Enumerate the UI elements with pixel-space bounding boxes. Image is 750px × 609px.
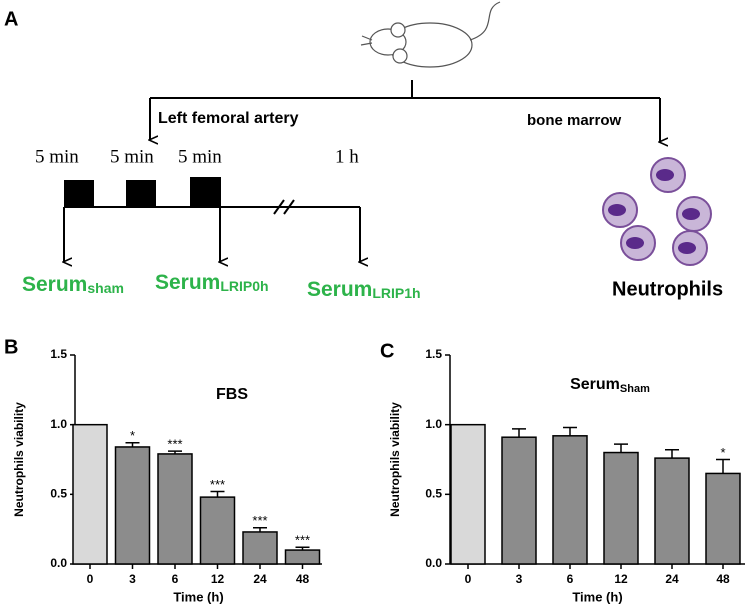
significance: * xyxy=(130,428,135,443)
occlusion-block xyxy=(190,177,221,208)
error-bar xyxy=(563,426,577,436)
y-tick-label: 0.0 xyxy=(50,556,67,570)
significance: *** xyxy=(210,477,225,492)
bar xyxy=(242,531,278,565)
error-bar xyxy=(168,450,182,454)
bar xyxy=(705,472,741,565)
y-axis-label: Neutrophils viability xyxy=(12,402,26,517)
bar xyxy=(72,423,108,565)
y-tick-label: 0.5 xyxy=(425,487,442,501)
nuclei xyxy=(608,169,700,254)
x-tick-label: 0 xyxy=(87,572,94,586)
duration: 1 h xyxy=(335,146,359,167)
significance: *** xyxy=(295,533,310,548)
bar xyxy=(450,423,486,565)
x-axis-label: Time (h) xyxy=(173,589,223,604)
y-tick-label: 0.0 xyxy=(425,556,442,570)
duration: 5 min xyxy=(35,146,79,167)
sample-label: SerumLRIP1h xyxy=(307,278,421,301)
error-bar xyxy=(295,546,310,551)
x-tick-label: 6 xyxy=(172,572,179,586)
time-break xyxy=(273,199,295,215)
chart-title: FBS xyxy=(216,386,248,403)
bar xyxy=(552,435,588,565)
x-tick-label: 6 xyxy=(567,572,574,586)
bar xyxy=(157,453,193,565)
neutrophil-cells xyxy=(602,157,712,266)
x-tick-label: 12 xyxy=(614,572,628,586)
error-bar xyxy=(253,527,267,532)
x-tick-label: 3 xyxy=(129,572,136,586)
bar xyxy=(501,436,537,565)
occlusion-block xyxy=(126,180,156,208)
error-bar xyxy=(512,428,526,438)
cells-label: Neutrophils xyxy=(612,278,723,300)
chart-title: SerumSham xyxy=(570,376,650,395)
bar xyxy=(199,496,236,565)
y-tick-label: 1.0 xyxy=(425,417,442,431)
y-tick-label: 1.5 xyxy=(425,347,442,361)
significance: * xyxy=(720,445,725,460)
error-bar xyxy=(716,458,730,474)
duration: 5 min xyxy=(178,146,222,167)
x-tick-label: 48 xyxy=(716,572,730,586)
sample-label: SerumLRIP0h xyxy=(155,271,269,294)
mouse xyxy=(360,1,501,68)
panel-label: B xyxy=(4,336,18,358)
panel-label: C xyxy=(380,340,394,362)
x-tick-label: 24 xyxy=(665,572,679,586)
title-sub: Sham xyxy=(620,383,650,395)
x-tick-label: 48 xyxy=(296,572,310,586)
x-tick-label: 12 xyxy=(211,572,225,586)
bar xyxy=(284,549,321,565)
significance: *** xyxy=(252,513,267,528)
x-tick-label: 3 xyxy=(516,572,523,586)
significance: *** xyxy=(167,437,182,452)
x-tick-label: 24 xyxy=(253,572,267,586)
panel-label: A xyxy=(4,8,18,30)
x-axis-label: Time (h) xyxy=(572,589,622,604)
error-bar xyxy=(210,490,225,498)
error-bar xyxy=(665,448,679,459)
y-tick-label: 0.5 xyxy=(50,487,67,501)
duration: 5 min xyxy=(110,146,154,167)
y-tick-label: 1.5 xyxy=(50,347,67,361)
title-text: FBS xyxy=(216,386,248,403)
y-axis-label: Neutrophils viability xyxy=(388,402,402,517)
sample-label: Serumsham xyxy=(22,273,124,296)
y-tick-label: 1.0 xyxy=(50,417,67,431)
bar xyxy=(654,457,690,565)
bar xyxy=(603,451,639,565)
branch-label: bone marrow xyxy=(527,112,622,129)
occlusion-block xyxy=(64,180,94,208)
branch-label: Left femoral artery xyxy=(158,110,299,127)
error-bar xyxy=(125,442,140,447)
error-bar xyxy=(614,443,628,453)
bar xyxy=(114,446,151,565)
x-tick-label: 0 xyxy=(465,572,472,586)
title-text: Serum xyxy=(570,376,620,393)
